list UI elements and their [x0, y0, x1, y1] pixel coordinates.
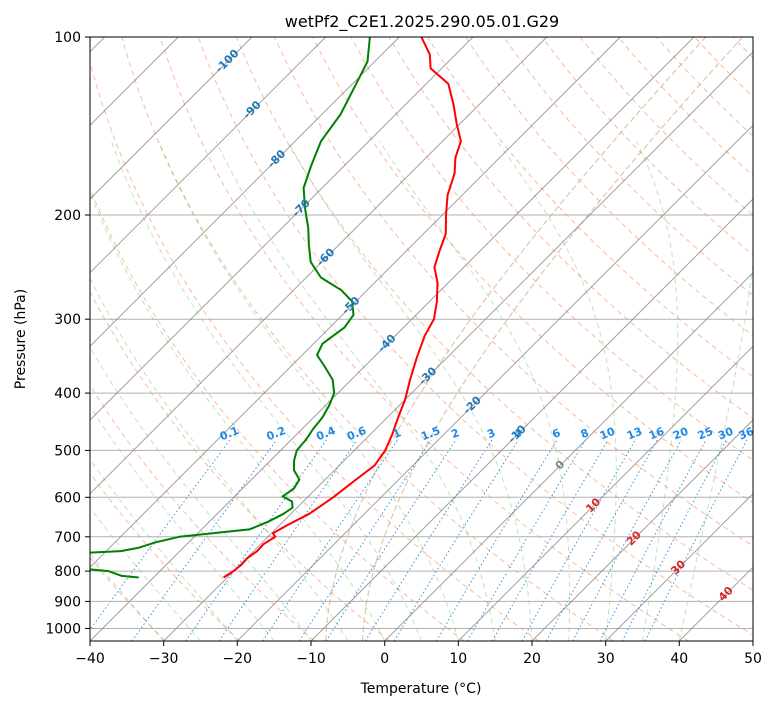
- isobar-gridlines: [90, 37, 753, 629]
- mixing-ratio-label: 10: [598, 425, 617, 443]
- mixing-ratio-line: [644, 439, 748, 641]
- temperature-profile: [222, 37, 462, 579]
- y-axis: 100 200 300 400 500 600 700 800 900 1000: [45, 30, 90, 638]
- isotherm-line: [90, 37, 327, 274]
- x-tick-label: 40: [670, 651, 688, 667]
- y-tick-label: 400: [54, 386, 81, 402]
- dry-adiabat: [90, 556, 166, 641]
- mixing-ratio-line: [491, 439, 609, 641]
- theta-e-line: [362, 37, 744, 641]
- isotherm-line: [605, 492, 753, 641]
- dry-adiabat: [350, 37, 753, 461]
- y-tick-label: 800: [54, 564, 81, 580]
- dry-adiabat: [90, 60, 540, 641]
- dewpoint-profile: [90, 37, 371, 579]
- x-tick-label: −10: [296, 651, 326, 667]
- x-tick-label: 30: [597, 651, 615, 667]
- dry-adiabat: [90, 187, 465, 641]
- isotherm-lines: [90, 37, 753, 641]
- mixing-ratio-label: 20: [671, 425, 690, 443]
- dry-adiabat: [274, 37, 753, 547]
- x-tick-label: −40: [75, 651, 105, 667]
- y-tick-label: 100: [54, 30, 81, 46]
- isotherm-line: [90, 37, 400, 348]
- mixing-ratio-line: [218, 439, 358, 641]
- mixing-ratio-line: [545, 439, 658, 641]
- isotherm-line: [457, 345, 753, 641]
- isotherm-line: [90, 37, 695, 641]
- mixing-ratio-line: [90, 439, 231, 631]
- y-tick-label: 200: [54, 208, 81, 224]
- mixing-ratio-label: 8: [579, 426, 591, 441]
- mixing-ratio-line: [521, 439, 636, 641]
- isotherm-line: [90, 37, 474, 421]
- plot-frame: [89, 36, 754, 642]
- mixing-ratio-label: 2: [449, 426, 461, 441]
- isotherm-line: [310, 198, 753, 641]
- mixing-ratio-label: 36: [737, 425, 756, 443]
- x-tick-label: 0: [380, 651, 389, 667]
- mixing-ratio-label: 25: [696, 425, 715, 443]
- mixing-ratio-label: 16: [647, 425, 666, 443]
- isotherm-line: [531, 419, 753, 641]
- isotherm-line: [90, 37, 253, 200]
- mixing-ratio-line: [325, 439, 457, 641]
- dry-adiabat: [90, 384, 316, 641]
- isotherm-line: [90, 37, 548, 495]
- mixing-ratio-line: [262, 439, 399, 641]
- mixing-ratio-line: [435, 439, 558, 641]
- dry-adiabat: [388, 37, 753, 419]
- isotherm-line: [90, 37, 621, 569]
- mixing-ratio-label: 1: [391, 426, 403, 441]
- dry-adiabat: [503, 37, 753, 296]
- y-tick-label: 1000: [45, 622, 81, 638]
- dry-adiabat: [465, 37, 753, 337]
- dry-adiabat: [90, 472, 241, 641]
- x-tick-label: 20: [523, 651, 541, 667]
- isotherm-line: [236, 124, 753, 641]
- y-axis-label: Pressure (hPa): [13, 289, 29, 389]
- sounding-profiles: [90, 37, 462, 579]
- theta-e-line: [325, 37, 707, 641]
- dry-adiabat: [159, 37, 689, 641]
- y-tick-label: 600: [54, 490, 81, 506]
- y-tick-label: 500: [54, 443, 81, 459]
- chart-title: wetPf2_C2E1.2025.290.05.01.G29: [285, 12, 559, 32]
- y-tick-label: 900: [54, 594, 81, 610]
- y-tick-label: 300: [54, 312, 81, 328]
- dry-adiabat: [312, 37, 753, 504]
- x-axis-label: Temperature (°C): [360, 681, 482, 697]
- x-tick-label: 50: [744, 651, 762, 667]
- dry-adiabat: [90, 290, 390, 641]
- mixing-ratio-line: [185, 439, 327, 641]
- x-axis: −40 −30 −20 −10 0 10 20 30 40 50: [75, 641, 762, 667]
- y-tick-label: 700: [54, 530, 81, 546]
- x-tick-label: 10: [449, 651, 467, 667]
- x-tick-label: −30: [149, 651, 179, 667]
- isotherm-line: [163, 50, 753, 641]
- mixing-ratio-label: 30: [716, 425, 735, 443]
- isotherm-line: [384, 271, 753, 641]
- mixing-ratio-line: [467, 439, 586, 641]
- mixing-ratio-label: 13: [625, 425, 644, 443]
- dry-adiabat: [121, 37, 614, 641]
- mixing-ratio-line: [364, 439, 493, 641]
- dry-adiabat: [236, 37, 753, 591]
- x-tick-label: −20: [223, 651, 253, 667]
- mixing-ratio-label: 3: [485, 426, 497, 441]
- mixing-ratio-line: [298, 439, 432, 641]
